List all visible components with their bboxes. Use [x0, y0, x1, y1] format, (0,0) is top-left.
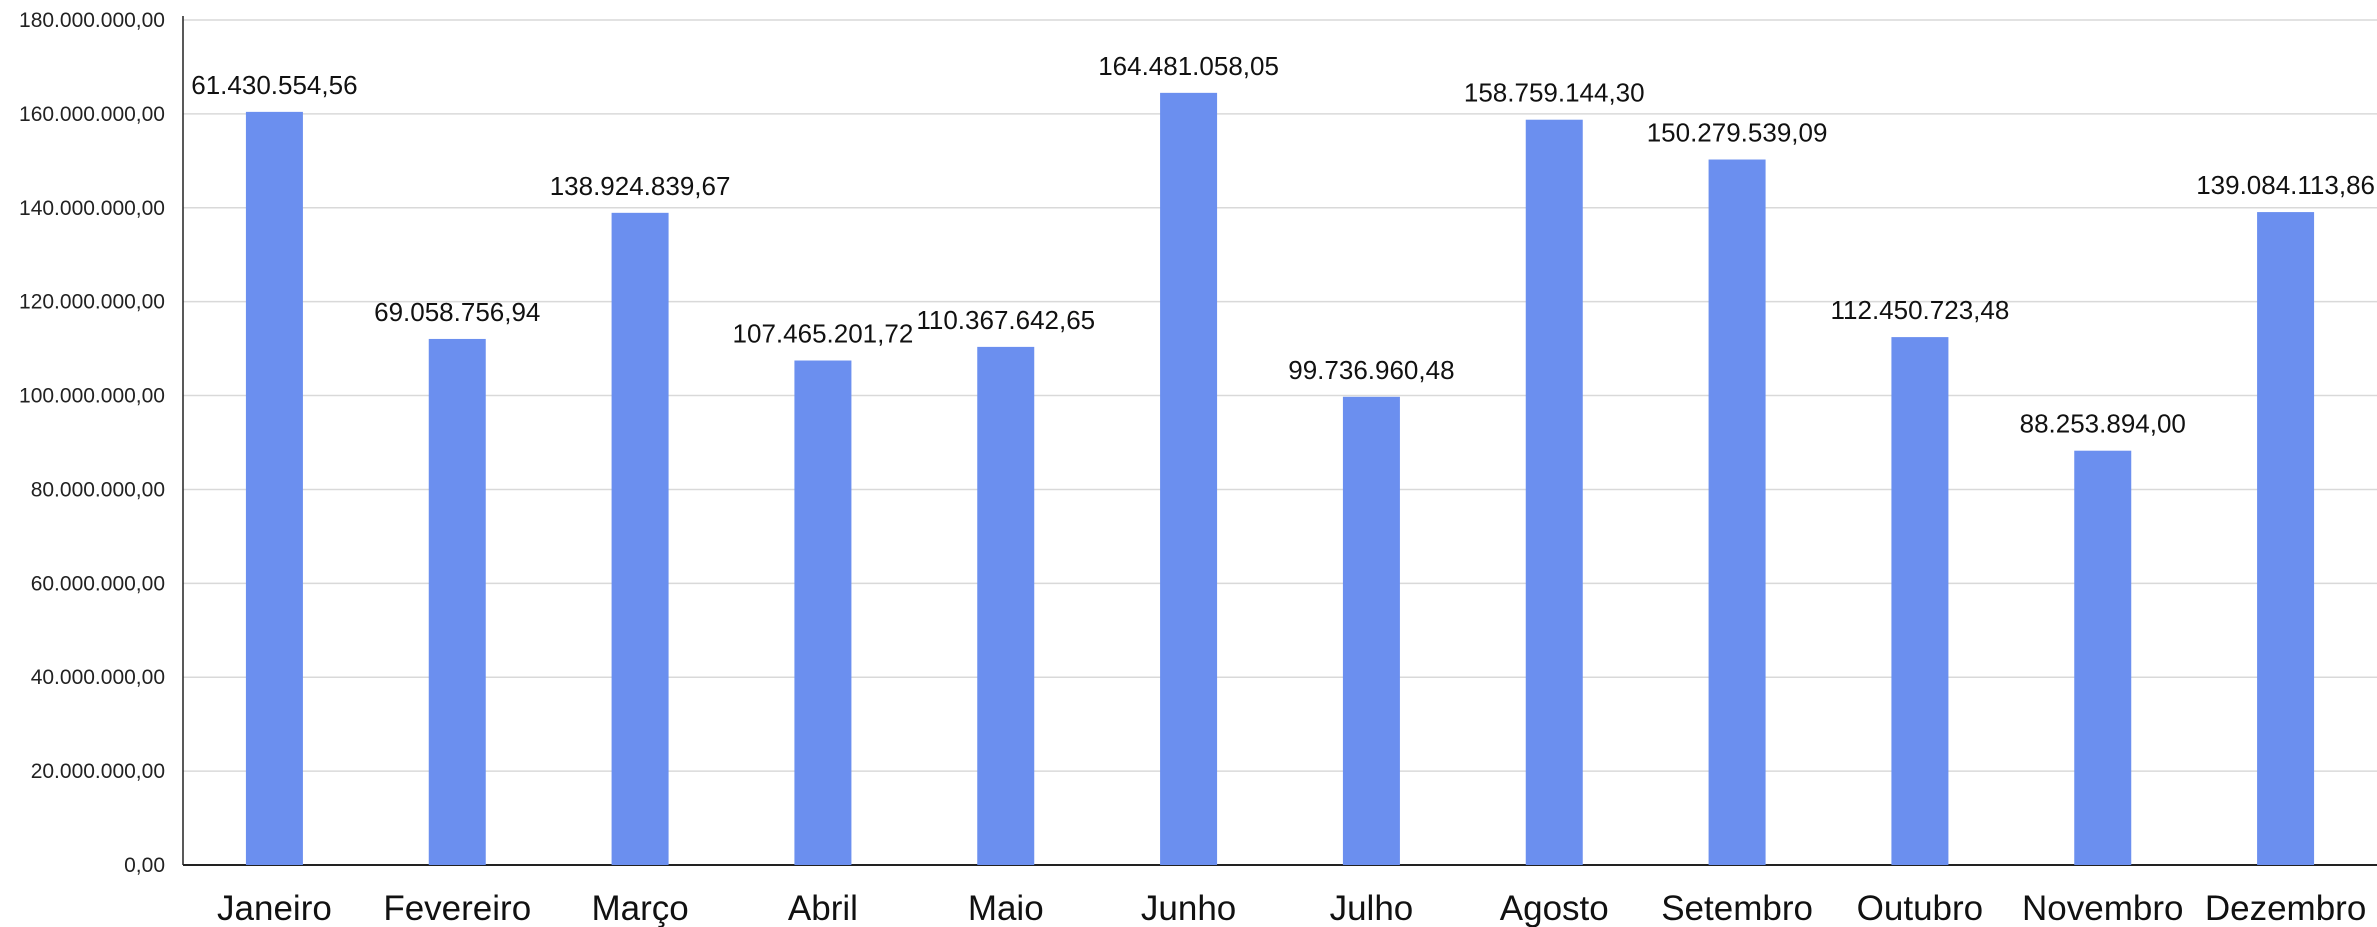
data-label: 112.450.723,48	[1831, 295, 2010, 325]
bar	[2074, 450, 2132, 865]
bar	[1891, 337, 1949, 865]
y-tick-label: 100.000.000,00	[19, 385, 165, 408]
bar	[977, 346, 1035, 865]
x-tick-label: Setembro	[1661, 889, 1813, 927]
x-tick-label: Dezembro	[2205, 889, 2366, 927]
bar	[1342, 396, 1400, 865]
data-label: 88.253.894,00	[2020, 409, 2186, 439]
bar	[611, 212, 669, 865]
x-tick-label: Novembro	[2022, 889, 2183, 927]
x-tick-label: Abril	[788, 889, 858, 927]
x-tick-label: Janeiro	[217, 889, 332, 927]
x-tick-label: Agosto	[1500, 889, 1609, 927]
bar	[1160, 92, 1218, 866]
bar	[428, 338, 486, 865]
data-label: 110.367.642,65	[916, 305, 1095, 335]
x-tick-label: Outubro	[1857, 889, 1983, 927]
data-label: 69.058.756,94	[374, 297, 540, 327]
x-tick-label: Março	[591, 889, 688, 927]
bar	[794, 360, 852, 865]
bar	[245, 111, 303, 865]
y-tick-label: 60.000.000,00	[31, 572, 165, 595]
data-label: 139.084.113,86	[2196, 170, 2375, 200]
y-tick-label: 20.000.000,00	[31, 760, 165, 783]
data-label: 158.759.144,30	[1464, 78, 1645, 108]
data-label: 61.430.554,56	[191, 70, 357, 100]
y-tick-label: 140.000.000,00	[19, 197, 165, 220]
y-tick-label: 80.000.000,00	[31, 478, 165, 501]
y-tick-label: 40.000.000,00	[31, 666, 165, 689]
bar	[2257, 212, 2315, 866]
bar	[1525, 119, 1583, 866]
data-label: 150.279.539,09	[1647, 118, 1828, 148]
x-tick-label: Fevereiro	[383, 889, 531, 927]
y-tick-label: 0,00	[124, 854, 165, 877]
y-tick-label: 180.000.000,00	[19, 9, 165, 32]
data-label: 107.465.201,72	[733, 319, 914, 349]
x-tick-label: Julho	[1330, 889, 1414, 927]
data-label: 138.924.839,67	[550, 171, 731, 201]
x-tick-label: Junho	[1141, 889, 1236, 927]
data-label: 164.481.058,05	[1098, 51, 1279, 81]
x-tick-label: Maio	[968, 889, 1044, 927]
data-label: 99.736.960,48	[1288, 355, 1454, 385]
bar	[1708, 159, 1766, 865]
y-tick-label: 120.000.000,00	[19, 291, 165, 314]
y-tick-label: 160.000.000,00	[19, 103, 165, 126]
